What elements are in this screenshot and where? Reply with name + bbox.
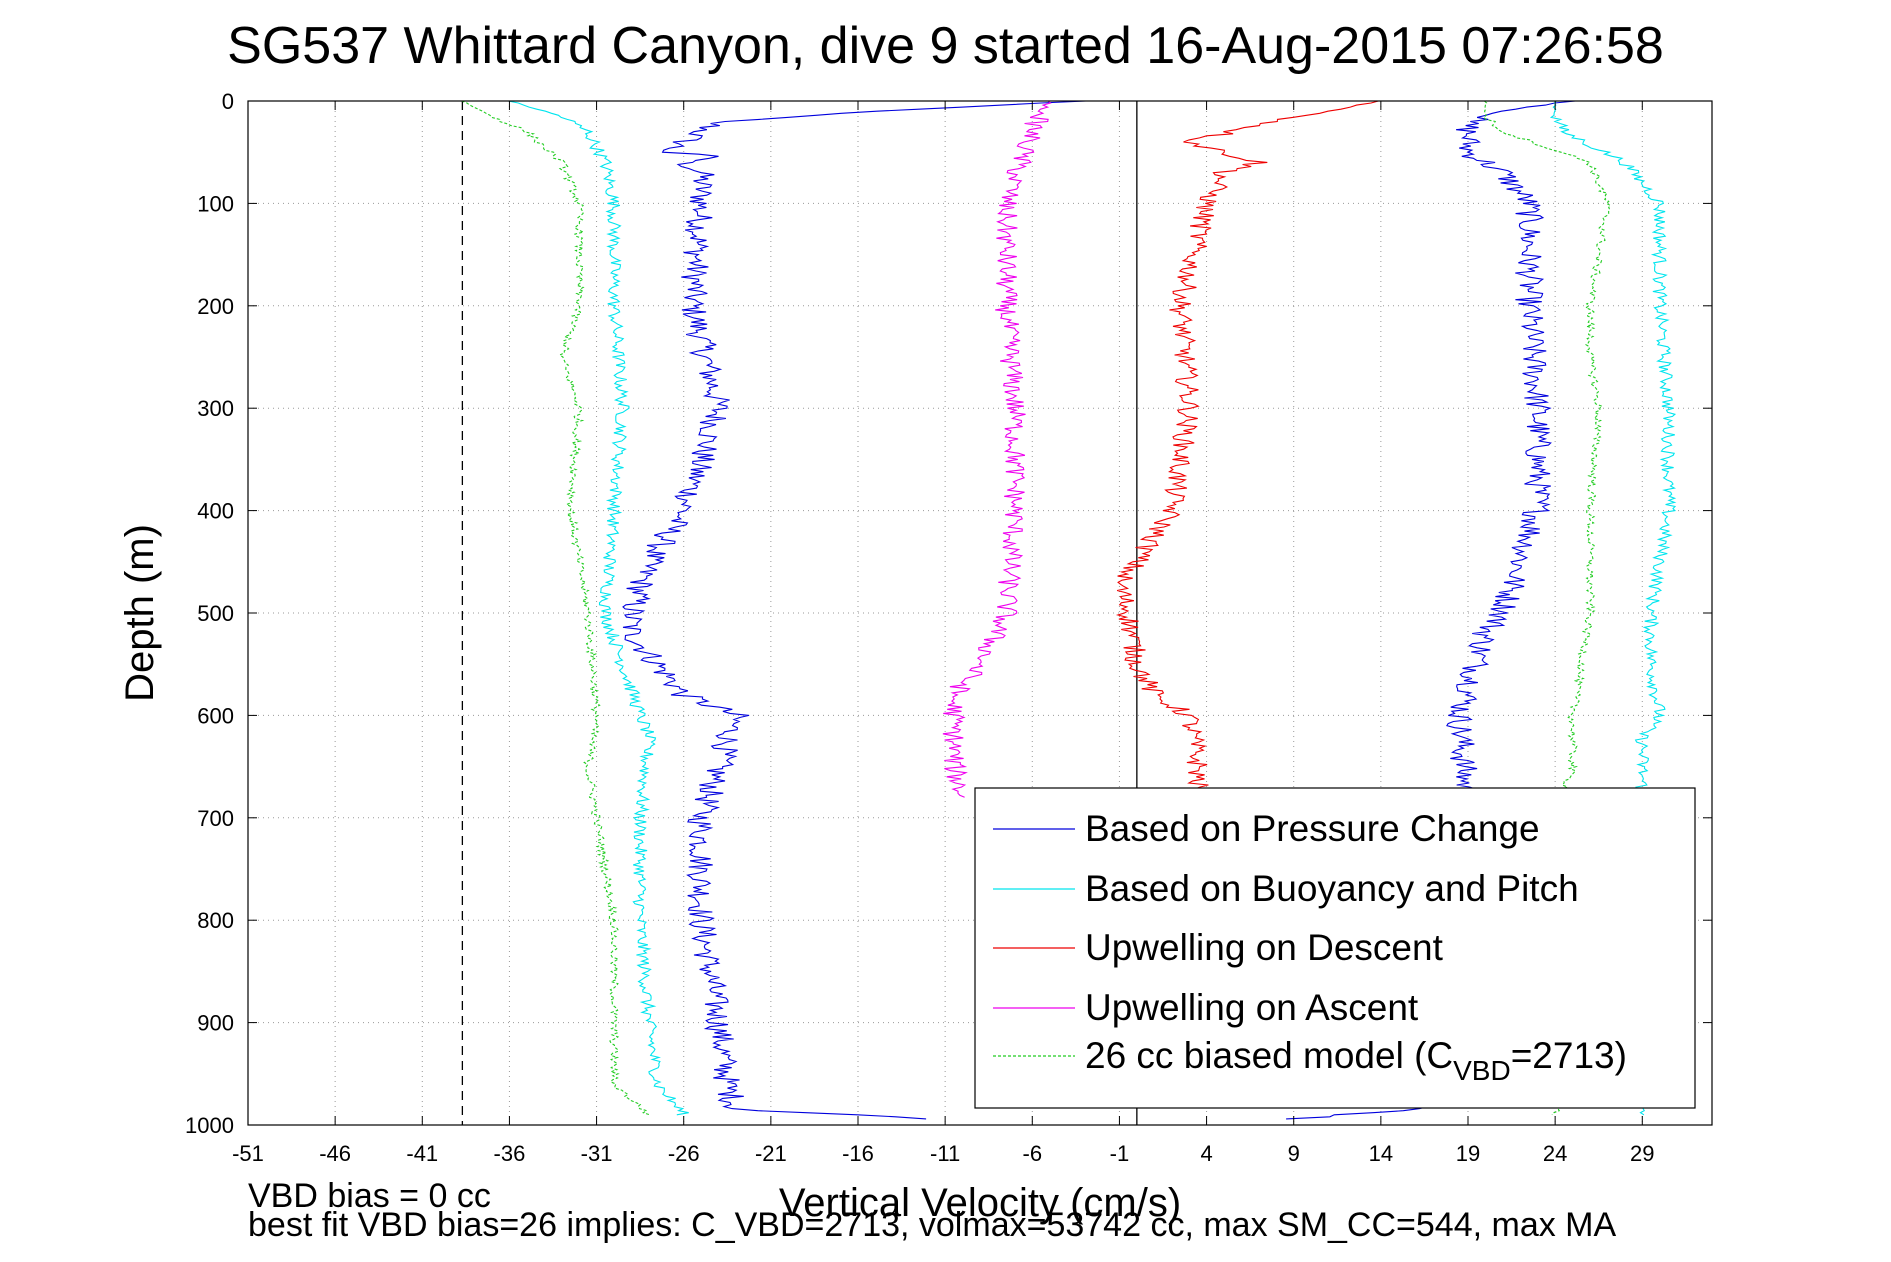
y-tick-label: 0 [222,89,234,114]
legend-box [974,787,1696,1109]
y-tick-label: 800 [197,908,234,933]
y-tick-label: 100 [197,191,234,216]
series-upwelling-on-ascent [942,100,1052,798]
y-tick-label: 700 [197,806,234,831]
series-26-cc-biased-model-c-vbd-2713-left [461,100,650,1116]
y-tick-label: 200 [197,294,234,319]
x-tick-label: -21 [755,1141,787,1166]
x-tick-label: 9 [1288,1141,1300,1166]
legend-label: Upwelling on Descent [1085,927,1444,968]
x-tick-label: 4 [1200,1141,1212,1166]
series-26-cc-biased-model-c-vbd-2713-right [1482,100,1612,1116]
x-tick-label: 24 [1543,1141,1567,1166]
series-upwelling-on-descent [1115,100,1379,798]
x-tick-label: -41 [406,1141,438,1166]
x-tick-label: -26 [668,1141,700,1166]
x-tick-label: -16 [842,1141,874,1166]
series-based-on-pressure-change-left [622,100,1086,1120]
axes: -51 -46 -41 -36 -31 -26 -21 -16 -11 -6 -1 4 9 14 19 24 2… [118,89,1713,1225]
x-tick-label: -11 [930,1141,960,1166]
x-tick-label: 29 [1630,1141,1654,1166]
x-tick-label: -31 [581,1141,613,1166]
x-tick-label: -6 [1023,1141,1043,1166]
y-tick-label: 900 [197,1011,234,1036]
legend-label: Based on Pressure Change [1085,808,1540,849]
x-tick-label: -36 [494,1141,526,1166]
y-tick-label: 600 [197,703,234,728]
legend-label: Based on Buoyancy and Pitch [1085,868,1579,909]
series-layer [461,100,1677,1120]
y-axis-label: Depth (m) [118,524,162,702]
legend-label: Upwelling on Ascent [1085,987,1419,1028]
x-tick-label: -1 [1110,1141,1130,1166]
y-tick-label: 500 [197,601,234,626]
vbd-bias-note: VBD bias = 0 cc [248,1177,491,1215]
x-tick-label: -46 [319,1141,351,1166]
y-tick-label: 1000 [185,1113,234,1138]
x-tick-label: 19 [1456,1141,1480,1166]
y-tick-label: 300 [197,396,234,421]
x-axis-label: Vertical Velocity (cm/s) [779,1181,1181,1225]
legend: Based on Pressure Change Based on Buoyanc… [974,787,1696,1109]
chart-title: SG537 Whittard Canyon, dive 9 started 16… [227,17,1664,75]
best-fit-note: best fit VBD bias=26 implies: C_VBD=2713… [248,1206,1617,1244]
x-tick-label: 14 [1369,1141,1393,1166]
x-tick-label: -51 [232,1141,264,1166]
y-tick-label: 400 [197,499,234,524]
series-based-on-buoyancy-and-pitch-left [508,100,689,1116]
